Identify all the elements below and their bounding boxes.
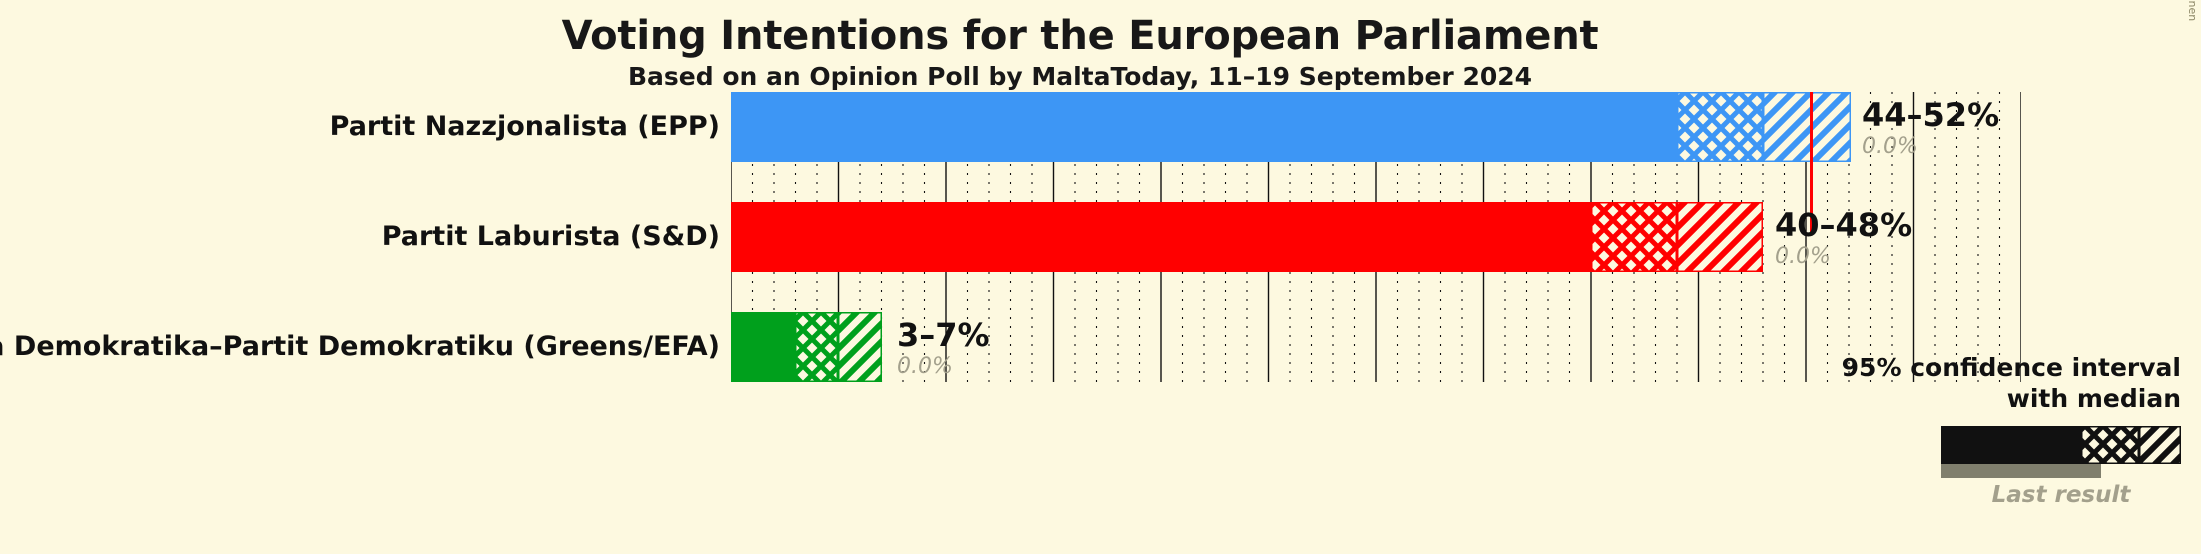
bar-greens xyxy=(731,310,884,384)
bar-label-greens: Alternattiva Demokratika–Partit Demokrat… xyxy=(0,331,720,362)
bar-group-greens xyxy=(731,310,884,384)
legend-sample-bar xyxy=(1941,424,2183,466)
bar-row-greens: Alternattiva Demokratika–Partit Demokrat… xyxy=(0,310,2201,384)
bar-sd xyxy=(731,200,1765,274)
bar-row-epp: Partit Nazzjonalista (EPP) 44–52% 0.0% xyxy=(0,90,2201,232)
chart-title: Voting Intentions for the European Parli… xyxy=(561,13,1599,59)
bar-value-range-epp: 44–52% xyxy=(1862,96,2000,134)
copyright-notice: © 2024 Filip van Laenen xyxy=(2184,0,2200,21)
bar-value-delta-greens: 0.0% xyxy=(897,354,953,379)
bar-value-epp: 44–52% 0.0% xyxy=(1862,96,1999,160)
bar-row-sd: Partit Laburista (S&D) 40–48% 0.0% xyxy=(0,200,2201,274)
bar-label-epp: Partit Nazzjonalista (EPP) xyxy=(329,111,720,142)
bar-value-sd: 40–48% 0.0% xyxy=(1775,206,1912,270)
last-result-marker-epp xyxy=(1810,92,1813,232)
legend-ci-line1: 95% confidence interval xyxy=(1841,353,2181,382)
bar-value-range-greens: 3–7% xyxy=(897,316,990,354)
chart-subtitle: Based on an Opinion Poll by MaltaToday, … xyxy=(627,62,1533,91)
bar-epp xyxy=(731,90,1853,164)
bar-value-delta-sd: 0.0% xyxy=(1775,244,1831,269)
bar-label-sd: Partit Laburista (S&D) xyxy=(381,221,720,252)
bar-group-sd xyxy=(731,200,1765,274)
legend-last-result-label: Last result xyxy=(1991,482,2131,508)
legend-last-result-swatch xyxy=(1941,464,2101,478)
chart-legend: 95% confidence interval with median Last… xyxy=(1841,352,2183,508)
bar-group-epp xyxy=(731,90,1853,164)
bar-value-range-sd: 40–48% xyxy=(1775,206,1913,244)
legend-ci-line2: with median xyxy=(2006,384,2181,413)
bar-value-delta-epp: 0.0% xyxy=(1862,134,1918,159)
bar-value-greens: 3–7% 0.0% xyxy=(897,316,990,380)
